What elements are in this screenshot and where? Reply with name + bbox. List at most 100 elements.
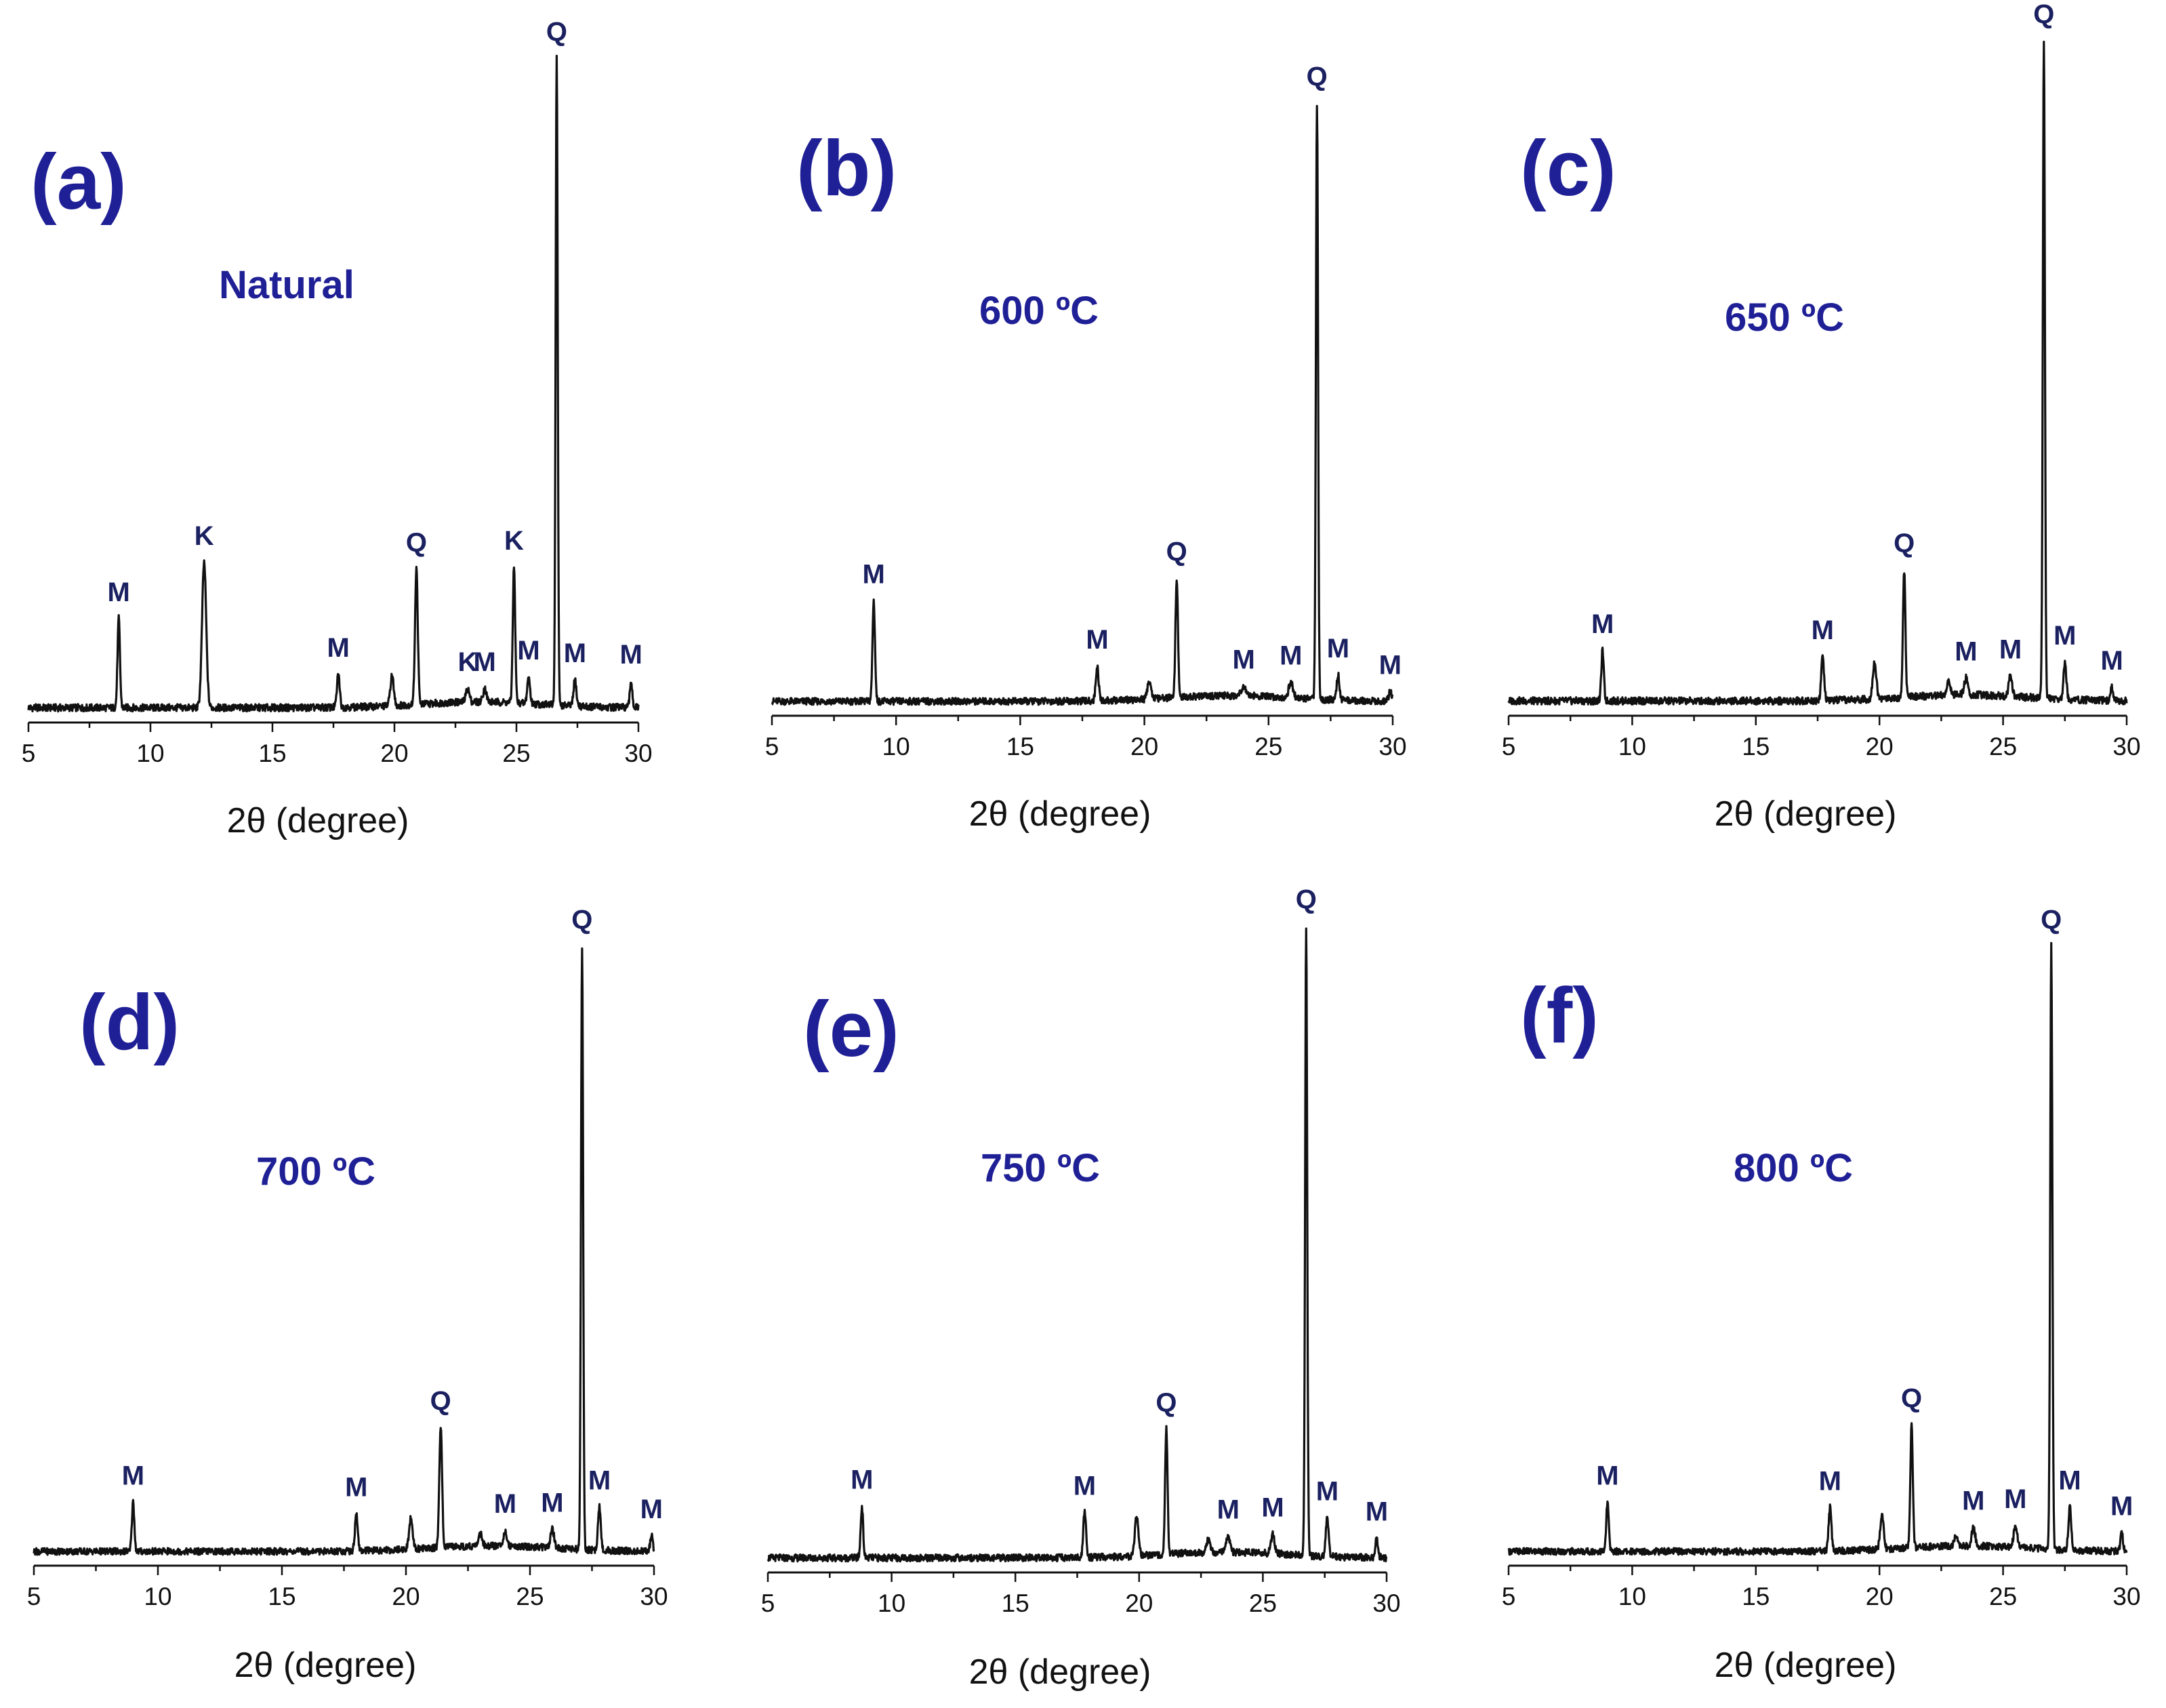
peak-label: Q xyxy=(571,905,592,935)
peak-label: M xyxy=(640,1494,663,1524)
peak-label: M xyxy=(564,638,586,668)
x-tick-label: 5 xyxy=(22,739,36,767)
peak-label: Q xyxy=(2041,905,2062,935)
peak-label: K xyxy=(504,526,524,556)
x-tick-label: 20 xyxy=(1125,1589,1153,1617)
x-tick-label: 25 xyxy=(1989,1583,2017,1610)
x-tick-label: 30 xyxy=(1378,733,1406,760)
peak-label: Q xyxy=(1894,529,1915,558)
x-tick-label: 20 xyxy=(1866,733,1894,760)
x-axis-title: 2θ (degree) xyxy=(969,794,1151,834)
x-tick-label: 5 xyxy=(1502,1583,1516,1610)
xrd-trace xyxy=(767,927,1388,1563)
x-tick-label: 25 xyxy=(516,1583,544,1610)
x-tick-label: 10 xyxy=(144,1583,171,1610)
xrd-trace xyxy=(1507,941,2128,1556)
peak-label: M xyxy=(851,1465,873,1495)
peak-label: M xyxy=(122,1461,144,1490)
x-tick-label: 15 xyxy=(1742,733,1770,760)
x-tick-label: 5 xyxy=(765,733,779,760)
x-tick-label: 10 xyxy=(1618,1583,1646,1610)
peak-label: M xyxy=(1327,634,1349,664)
x-tick-label: 10 xyxy=(878,1589,905,1617)
peak-label: Q xyxy=(430,1386,451,1416)
peak-label: Q xyxy=(2033,0,2054,29)
x-tick-label: 25 xyxy=(1254,733,1282,760)
peak-label: M xyxy=(588,1466,611,1496)
peak-label: M xyxy=(1812,615,1834,645)
condition-label: 650 ºC xyxy=(1725,296,1844,340)
peak-label: Q xyxy=(546,17,567,47)
x-tick-label: 5 xyxy=(27,1583,41,1610)
peak-label: M xyxy=(1962,1486,1984,1516)
x-axis-title: 2θ (degree) xyxy=(227,801,409,840)
peak-label: Q xyxy=(1156,1387,1177,1417)
xrd-trace xyxy=(33,947,655,1556)
peak-label: M xyxy=(2053,621,2076,651)
peak-label: M xyxy=(1280,640,1302,670)
x-tick-label: 30 xyxy=(640,1583,668,1610)
x-tick-label: 10 xyxy=(1618,733,1646,760)
peak-label: Q xyxy=(1307,62,1328,92)
peak-label: Q xyxy=(1296,884,1317,914)
condition-label: 750 ºC xyxy=(981,1146,1100,1190)
x-tick-label: 25 xyxy=(1989,733,2017,760)
peak-label: M xyxy=(1217,1494,1240,1524)
peak-label: M xyxy=(517,636,539,666)
panel-letter: (a) xyxy=(30,138,127,226)
x-tick-label: 20 xyxy=(1130,733,1158,760)
x-tick-label: 15 xyxy=(1006,733,1034,760)
peak-label: M xyxy=(2004,1484,2026,1514)
x-tick-label: 5 xyxy=(1502,733,1516,760)
x-tick-label: 30 xyxy=(2112,1583,2140,1610)
peak-label: M xyxy=(541,1488,563,1518)
x-tick-label: 20 xyxy=(380,739,408,767)
peak-label: M xyxy=(1955,636,1977,666)
peak-label: M xyxy=(327,633,350,663)
peak-label: M xyxy=(2100,646,2123,676)
peak-label: M xyxy=(620,640,642,670)
condition-label: 800 ºC xyxy=(1734,1146,1853,1190)
x-axis-title: 2θ (degree) xyxy=(1715,794,1897,834)
panel-letter: (d) xyxy=(79,978,180,1066)
peak-label: K xyxy=(458,647,478,677)
xrd-trace xyxy=(1507,40,2128,706)
peak-label: M xyxy=(108,577,130,607)
peak-label: M xyxy=(1819,1467,1841,1497)
xrd-trace xyxy=(771,104,1394,706)
peak-label: M xyxy=(863,560,885,590)
peak-label: M xyxy=(1366,1497,1388,1527)
x-axis-title: 2θ (degree) xyxy=(234,1646,417,1685)
x-tick-label: 15 xyxy=(1002,1589,1029,1617)
peak-label: M xyxy=(1086,625,1108,655)
x-tick-label: 10 xyxy=(882,733,910,760)
x-axis-title: 2θ (degree) xyxy=(1715,1646,1897,1685)
x-tick-label: 5 xyxy=(761,1589,775,1617)
peak-label: K xyxy=(195,521,214,551)
peak-label: M xyxy=(1999,635,2022,665)
x-axis-title: 2θ (degree) xyxy=(969,1652,1151,1692)
x-tick-label: 30 xyxy=(2112,733,2140,760)
peak-label: M xyxy=(1379,651,1402,680)
x-tick-label: 15 xyxy=(258,739,286,767)
peak-label: M xyxy=(1591,609,1614,639)
peak-label: Q xyxy=(1901,1383,1922,1413)
condition-label: 600 ºC xyxy=(979,289,1099,333)
peak-label: M xyxy=(2058,1465,2081,1495)
x-tick-label: 20 xyxy=(392,1583,420,1610)
x-tick-label: 15 xyxy=(268,1583,295,1610)
x-tick-label: 25 xyxy=(1249,1589,1277,1617)
panel-letter: (c) xyxy=(1520,124,1616,212)
x-tick-label: 20 xyxy=(1866,1583,1894,1610)
peak-label: M xyxy=(345,1473,367,1503)
peak-label: M xyxy=(1316,1476,1339,1506)
